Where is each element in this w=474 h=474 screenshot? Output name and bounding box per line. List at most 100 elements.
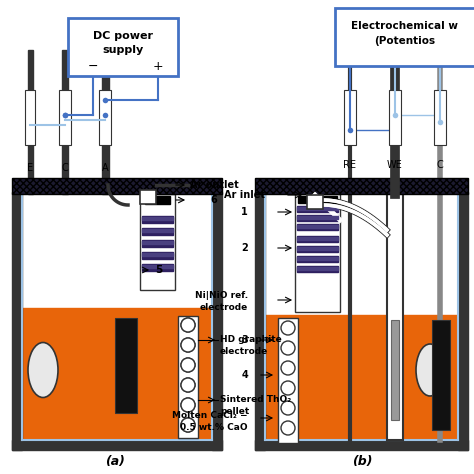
Bar — [115, 318, 137, 413]
Text: (b): (b) — [352, 456, 372, 468]
Circle shape — [181, 338, 195, 352]
Text: 2: 2 — [241, 243, 248, 253]
Bar — [298, 196, 337, 203]
Text: Sintered ThO₂: Sintered ThO₂ — [220, 395, 291, 404]
Bar — [142, 265, 173, 268]
Circle shape — [181, 358, 195, 372]
Bar — [145, 196, 170, 204]
Bar — [297, 257, 338, 259]
Bar — [297, 224, 338, 230]
Text: supply: supply — [102, 45, 144, 55]
Bar — [255, 440, 468, 450]
Text: Ni|NiO ref.: Ni|NiO ref. — [195, 291, 248, 300]
Bar — [297, 207, 338, 210]
Circle shape — [181, 418, 195, 432]
FancyBboxPatch shape — [307, 195, 323, 209]
Bar — [142, 229, 173, 232]
Bar — [142, 240, 173, 247]
Circle shape — [281, 421, 295, 435]
Text: 3: 3 — [241, 335, 248, 345]
Bar — [297, 215, 338, 221]
Text: pellet: pellet — [220, 408, 249, 417]
FancyBboxPatch shape — [140, 190, 156, 204]
Bar — [389, 90, 401, 145]
Text: WE: WE — [387, 160, 403, 170]
Text: (Potentios: (Potentios — [374, 36, 436, 46]
Circle shape — [281, 361, 295, 375]
Bar — [142, 217, 173, 220]
Text: 4: 4 — [241, 370, 248, 380]
Ellipse shape — [28, 343, 58, 398]
Text: Ar outlet: Ar outlet — [190, 180, 239, 190]
Bar — [142, 216, 173, 223]
Text: HD graphite: HD graphite — [220, 336, 282, 345]
Bar — [28, 50, 33, 194]
Bar — [278, 318, 298, 443]
Bar — [140, 194, 175, 290]
Bar — [142, 252, 173, 259]
Bar — [432, 320, 450, 430]
Text: C: C — [62, 163, 68, 173]
Bar — [142, 264, 173, 271]
Bar — [25, 90, 35, 145]
Bar — [297, 237, 338, 239]
Bar — [335, 8, 474, 66]
Bar — [178, 316, 198, 438]
Ellipse shape — [416, 344, 444, 396]
Bar — [142, 241, 173, 244]
Bar — [68, 18, 178, 76]
Text: electrode: electrode — [200, 302, 248, 311]
Bar — [255, 178, 468, 194]
Circle shape — [281, 401, 295, 415]
Bar — [102, 50, 109, 194]
Text: RE: RE — [344, 160, 356, 170]
Circle shape — [181, 398, 195, 412]
Text: 6: 6 — [210, 195, 217, 205]
Text: electrode: electrode — [220, 346, 268, 356]
Bar — [99, 90, 111, 145]
Text: E: E — [27, 163, 33, 173]
Text: 5: 5 — [155, 265, 162, 275]
Bar — [297, 256, 338, 262]
Bar — [297, 206, 338, 212]
Circle shape — [181, 338, 195, 352]
Circle shape — [181, 318, 195, 332]
Bar — [344, 90, 356, 145]
Bar — [458, 192, 468, 450]
Bar — [297, 225, 338, 228]
Circle shape — [181, 378, 195, 392]
Text: 1: 1 — [241, 207, 248, 217]
Bar — [297, 247, 338, 249]
Bar — [297, 266, 338, 272]
Bar — [387, 194, 403, 440]
Text: 0.5 wt.% CaO: 0.5 wt.% CaO — [181, 422, 248, 431]
Bar — [142, 253, 173, 256]
Text: −: − — [88, 60, 98, 73]
Bar — [265, 315, 458, 440]
Bar — [434, 90, 446, 145]
Bar — [297, 246, 338, 252]
Bar — [297, 267, 338, 270]
Text: +: + — [153, 60, 164, 73]
Bar — [297, 216, 338, 219]
Text: C: C — [437, 160, 443, 170]
Bar — [59, 90, 71, 145]
Bar — [12, 178, 222, 194]
Bar — [297, 236, 338, 242]
Bar — [142, 228, 173, 235]
Bar — [62, 50, 68, 194]
Circle shape — [181, 358, 195, 372]
Text: DC power: DC power — [93, 31, 153, 41]
Text: A: A — [102, 163, 109, 173]
Bar — [12, 440, 222, 450]
Bar — [20, 308, 214, 442]
Circle shape — [181, 398, 195, 412]
Circle shape — [281, 381, 295, 395]
Bar — [22, 308, 212, 440]
Bar — [212, 192, 222, 450]
Text: Electrochemical w: Electrochemical w — [352, 21, 458, 31]
Circle shape — [281, 341, 295, 355]
Bar — [295, 194, 340, 312]
Bar — [255, 192, 265, 450]
Circle shape — [181, 318, 195, 332]
